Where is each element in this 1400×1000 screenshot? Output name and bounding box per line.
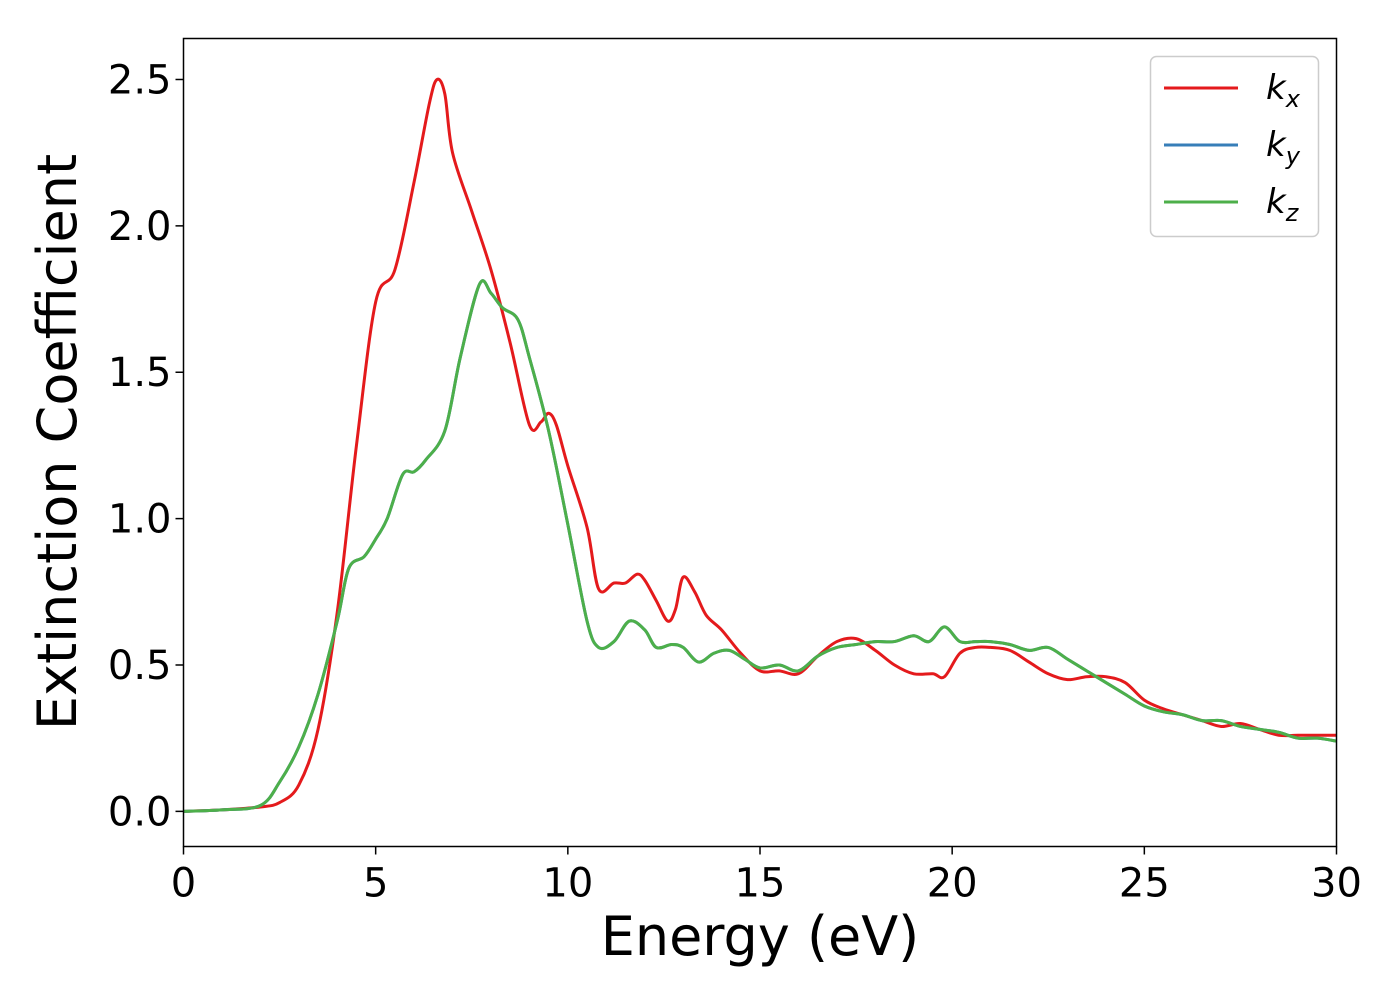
y-tick-label: 1.0 xyxy=(108,497,172,543)
x-tick-label: 20 xyxy=(927,861,978,907)
series-line-z xyxy=(183,279,1337,813)
x-axis-title: Energy (eV) xyxy=(601,905,920,968)
y-tick-label: 1.5 xyxy=(108,350,172,396)
y-axis-title: Extinction Coefficient xyxy=(26,154,89,730)
legend-label-x: kx xyxy=(1266,68,1301,113)
series-line-x xyxy=(183,77,1337,813)
y-axis: 0.0 0.5 1.0 1.5 2.0 2.5 xyxy=(108,57,184,835)
series-line-y xyxy=(183,279,1337,813)
x-tick-label: 0 xyxy=(171,861,196,907)
x-tick-label: 30 xyxy=(1311,861,1362,907)
x-axis: 0 5 10 15 20 25 30 xyxy=(171,846,1362,907)
legend-label-z: kz xyxy=(1266,182,1300,227)
y-tick-label: 2.0 xyxy=(108,204,172,250)
x-tick-label: 10 xyxy=(542,861,593,907)
x-tick-label: 25 xyxy=(1119,861,1170,907)
x-tick-label: 5 xyxy=(363,861,388,907)
plot-area xyxy=(183,77,1337,813)
y-tick-label: 0.0 xyxy=(108,789,172,835)
y-tick-label: 2.5 xyxy=(108,57,172,103)
y-tick-label: 0.5 xyxy=(108,643,172,689)
legend: kx ky kz xyxy=(1149,55,1320,238)
legend-label-y: ky xyxy=(1266,125,1301,170)
x-tick-label: 15 xyxy=(735,861,786,907)
